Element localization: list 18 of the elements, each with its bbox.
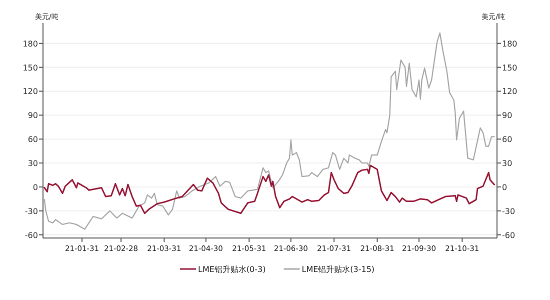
y2tick: 150 [502, 63, 518, 72]
y2tick: 30 [502, 159, 512, 168]
ytick: 150 [22, 63, 38, 72]
y2tick: 0 [502, 182, 508, 192]
ytick: -30 [24, 206, 38, 216]
ytick: 60 [28, 135, 38, 144]
ytick: 0 [32, 182, 38, 192]
y2tick: -30 [502, 206, 516, 216]
y2tick: 180 [502, 39, 518, 48]
y2tick: 60 [502, 135, 512, 144]
ytick: 30 [28, 159, 38, 168]
ytick: 180 [22, 39, 38, 48]
y2tick: 90 [502, 111, 512, 120]
y2tick: -60 [502, 230, 516, 240]
y2tick: 120 [502, 87, 518, 96]
ytick: 90 [28, 111, 38, 120]
ytick: 120 [22, 87, 38, 96]
ytick: -60 [24, 230, 38, 240]
